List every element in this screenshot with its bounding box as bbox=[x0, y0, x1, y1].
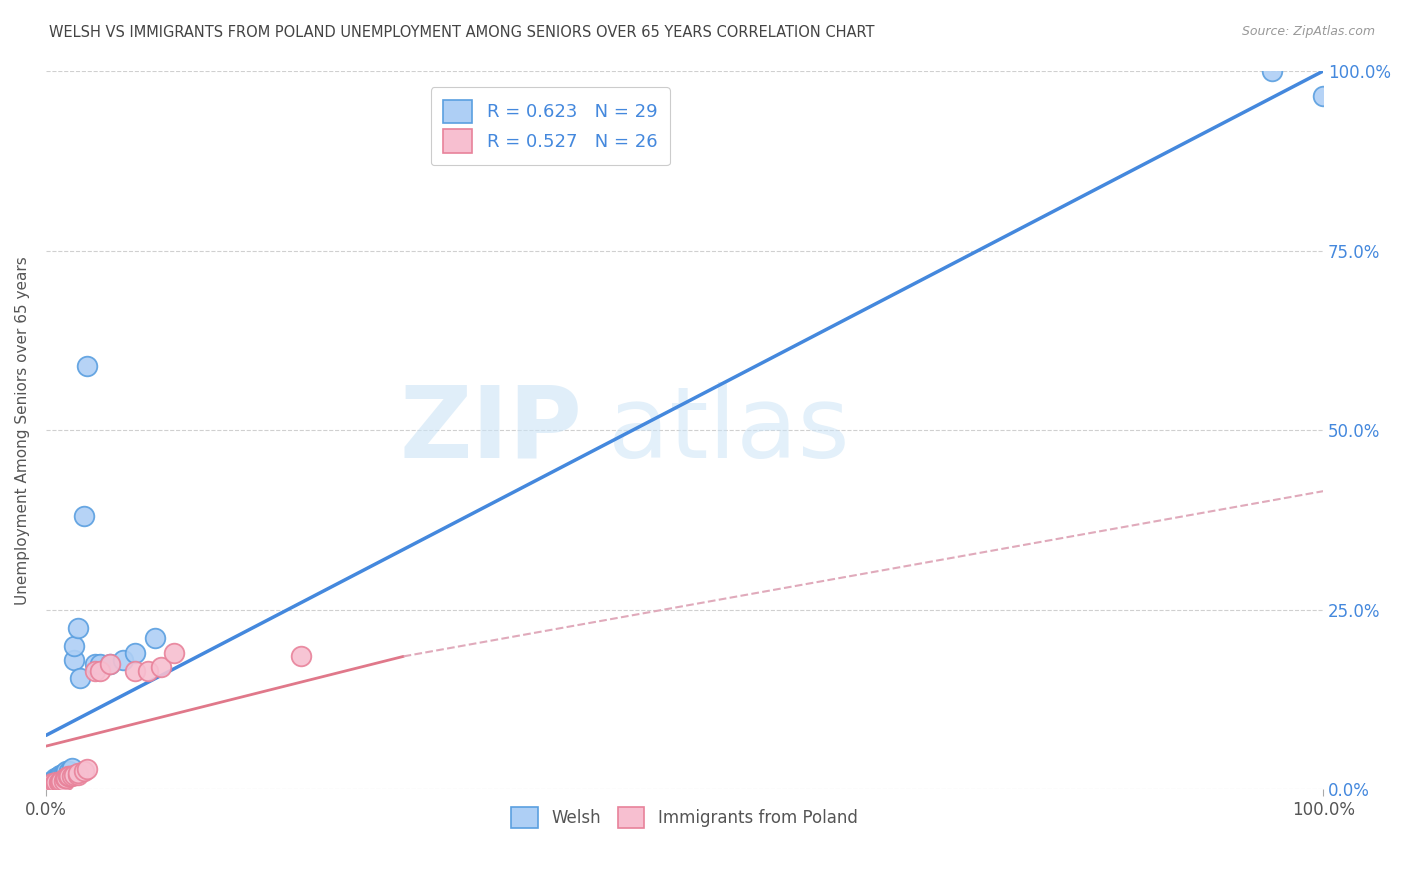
Point bbox=[143, 632, 166, 646]
Point bbox=[51, 769, 73, 783]
Point bbox=[66, 621, 89, 635]
Point bbox=[51, 773, 73, 788]
Point bbox=[73, 764, 96, 779]
Point bbox=[1312, 89, 1334, 103]
Point bbox=[290, 649, 312, 664]
Point bbox=[49, 775, 72, 789]
Point bbox=[56, 769, 79, 783]
Point bbox=[49, 768, 72, 782]
Point bbox=[41, 776, 63, 790]
Point bbox=[55, 772, 77, 786]
Point bbox=[136, 664, 159, 678]
Point bbox=[52, 772, 75, 786]
Point bbox=[76, 762, 98, 776]
Point bbox=[44, 772, 66, 786]
Text: WELSH VS IMMIGRANTS FROM POLAND UNEMPLOYMENT AMONG SENIORS OVER 65 YEARS CORRELA: WELSH VS IMMIGRANTS FROM POLAND UNEMPLOY… bbox=[49, 25, 875, 40]
Point bbox=[38, 775, 60, 789]
Point bbox=[44, 776, 66, 790]
Point bbox=[48, 771, 70, 785]
Point bbox=[58, 769, 80, 783]
Point bbox=[73, 509, 96, 524]
Y-axis label: Unemployment Among Seniors over 65 years: Unemployment Among Seniors over 65 years bbox=[15, 256, 30, 605]
Point bbox=[124, 664, 146, 678]
Point bbox=[89, 657, 111, 671]
Point bbox=[45, 775, 67, 789]
Point bbox=[1261, 64, 1284, 78]
Text: ZIP: ZIP bbox=[399, 382, 582, 479]
Text: atlas: atlas bbox=[607, 382, 849, 479]
Point bbox=[163, 646, 186, 660]
Point bbox=[52, 773, 75, 788]
Point bbox=[45, 772, 67, 787]
Text: Source: ZipAtlas.com: Source: ZipAtlas.com bbox=[1241, 25, 1375, 38]
Point bbox=[149, 660, 172, 674]
Point bbox=[48, 775, 70, 789]
Point bbox=[63, 653, 86, 667]
Point bbox=[76, 359, 98, 373]
Point bbox=[124, 646, 146, 660]
Point bbox=[66, 766, 89, 780]
Point bbox=[98, 657, 121, 671]
Point bbox=[46, 772, 69, 787]
Point bbox=[69, 671, 91, 685]
Point bbox=[60, 769, 83, 783]
Point bbox=[63, 768, 86, 782]
Point bbox=[111, 653, 134, 667]
Point bbox=[48, 769, 70, 783]
Point bbox=[58, 764, 80, 779]
Point bbox=[83, 664, 105, 678]
Legend: Welsh, Immigrants from Poland: Welsh, Immigrants from Poland bbox=[505, 800, 865, 835]
Point bbox=[55, 764, 77, 779]
Point bbox=[52, 766, 75, 780]
Point bbox=[89, 664, 111, 678]
Point bbox=[98, 657, 121, 671]
Point bbox=[41, 773, 63, 788]
Point bbox=[63, 639, 86, 653]
Point bbox=[53, 768, 76, 782]
Point bbox=[53, 772, 76, 786]
Point bbox=[60, 761, 83, 775]
Point bbox=[66, 768, 89, 782]
Point bbox=[83, 657, 105, 671]
Point bbox=[38, 779, 60, 793]
